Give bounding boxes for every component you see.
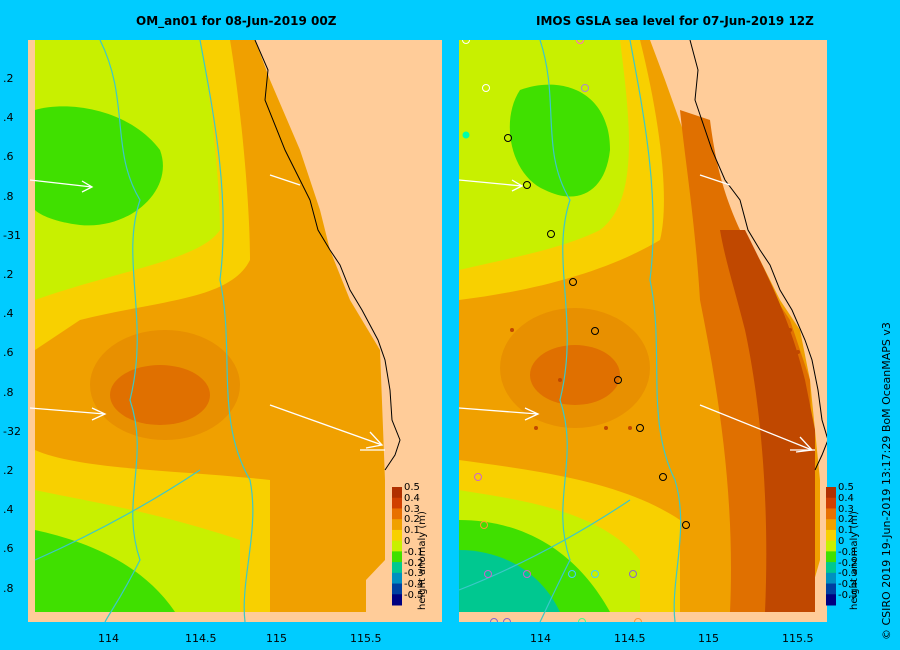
- coastline: [689, 40, 827, 471]
- colorbar-tick-right: -0.2: [838, 557, 858, 569]
- observation-markers: [462, 40, 690, 622]
- colorbar-tick-right: 0: [838, 536, 845, 547]
- colorbar-tick-right: -0.4: [838, 579, 858, 591]
- y-tick-label: .8: [3, 581, 14, 595]
- x-tick-label-left: 114: [98, 632, 119, 645]
- y-tick-label: .2: [3, 72, 14, 85]
- colorbar-swatch: [392, 551, 402, 563]
- y-tick-label: .4: [3, 111, 14, 125]
- colorbar-tick-right: 0.3: [838, 503, 854, 515]
- colorbar-tick-left: -0.5: [404, 590, 424, 601]
- x-tick-label-left: 115: [266, 632, 287, 645]
- colorbar-swatch: [826, 519, 836, 531]
- bathymetry-contour: [629, 40, 682, 622]
- colorbar-swatch: [392, 594, 402, 606]
- colorbar-swatch: [826, 529, 836, 542]
- colorbar-left: [392, 487, 402, 606]
- colorbar-swatch: [392, 572, 402, 585]
- colorbar-tick-left: -0.4: [404, 579, 424, 591]
- x-tick-label-left: 115.5: [350, 632, 382, 645]
- colorbar-swatch: [392, 562, 402, 574]
- colorbar-tick-left: 0.1: [404, 525, 420, 537]
- colorbar-tick-right: 0.5: [838, 482, 854, 493]
- orange-eddy-core: [530, 345, 620, 405]
- y-tick-label: .6: [3, 150, 14, 164]
- colorbar-label-right: height anomaly (m): [849, 511, 860, 610]
- colorbar-swatch: [826, 562, 836, 574]
- colorbar-tick-right: -0.5: [838, 590, 858, 601]
- panel-left-title: OM_an01 for 08-Jun-2019 00Z: [136, 14, 337, 28]
- colorbar-tick-left: 0.4: [404, 492, 420, 504]
- y-tick-label: -31: [3, 228, 21, 242]
- colorbar-tick-right: 0.1: [838, 525, 854, 537]
- south-green: [35, 530, 175, 612]
- x-tick-label-right: 115: [698, 632, 719, 645]
- green-eddy: [509, 84, 610, 197]
- y-tick-label: .2: [3, 464, 14, 477]
- red-band: [720, 230, 815, 612]
- colorbar-tick-left: 0.2: [404, 514, 420, 526]
- colorbar-swatch: [826, 540, 836, 552]
- y-tick-label: .2: [3, 268, 14, 281]
- x-tick-label-right: 115.5: [782, 632, 814, 645]
- colorbar-tick-right: -0.3: [838, 568, 858, 580]
- colorbar-swatch: [826, 583, 836, 595]
- right-map-panel: [459, 40, 827, 622]
- colorbar-swatch: [392, 508, 402, 520]
- colorbar-tick-right: 0.4: [838, 492, 854, 504]
- colorbar-swatch: [392, 583, 402, 595]
- credit-text: © CSIRO 2019 19-Jun-2019 13:17:29 BoM Oc…: [880, 322, 893, 640]
- y-tick-label: .8: [3, 385, 14, 399]
- colorbar-tick-left: -0.2: [404, 557, 424, 569]
- colorbar-tick-left: 0.5: [404, 482, 420, 493]
- colorbar-right: [826, 487, 836, 606]
- orange-eddy-core: [110, 365, 210, 425]
- colorbar-tick-left: 0: [404, 536, 411, 547]
- x-tick-label-left: 114.5: [185, 632, 217, 645]
- y-tick-label: .8: [3, 189, 14, 203]
- bathymetry-contour: [34, 469, 201, 561]
- green-eddy: [35, 106, 163, 226]
- colorbar-swatch: [826, 487, 836, 499]
- colorbar-swatch: [826, 508, 836, 520]
- y-tick-label: .4: [3, 503, 14, 517]
- colorbar-tick-left: -0.3: [404, 568, 424, 580]
- south-teal: [459, 550, 560, 612]
- y-tick-label: .4: [3, 307, 14, 321]
- y-tick-label: .6: [3, 542, 14, 556]
- colorbar-swatch: [392, 529, 402, 542]
- coastline: [254, 40, 401, 471]
- velocity-arrows: [29, 174, 385, 451]
- colorbar-swatch: [826, 551, 836, 563]
- panel-right-title: IMOS GSLA sea level for 07-Jun-2019 12Z: [536, 14, 814, 28]
- x-tick-label-right: 114: [530, 632, 551, 645]
- colorbar-tick-left: 0.3: [404, 503, 420, 515]
- colorbar-swatch: [826, 497, 836, 509]
- colorbar-swatch: [392, 519, 402, 531]
- bathymetry-contour: [99, 40, 141, 622]
- colorbar-swatch: [392, 497, 402, 509]
- bathymetry-contour: [459, 499, 631, 591]
- y-tick-label: -32: [3, 424, 21, 438]
- bathymetry-contour: [539, 40, 571, 622]
- colorbar-swatch: [826, 594, 836, 606]
- colorbar-tick-right: -0.1: [838, 546, 858, 558]
- y-tick-label: .6: [3, 346, 14, 360]
- colorbar-tick-right: 0.2: [838, 514, 854, 526]
- colorbar-label-left: height anomaly (m): [417, 511, 428, 610]
- bathymetry-contour: [199, 40, 254, 622]
- colorbar-swatch: [392, 540, 402, 552]
- x-tick-label-right: 114.5: [614, 632, 646, 645]
- colorbar-swatch: [392, 487, 402, 499]
- velocity-arrows: [459, 174, 815, 453]
- small-observation-dots: [510, 328, 808, 527]
- left-map-panel: [28, 40, 442, 622]
- colorbar-swatch: [826, 572, 836, 585]
- colorbar-tick-left: -0.1: [404, 546, 424, 558]
